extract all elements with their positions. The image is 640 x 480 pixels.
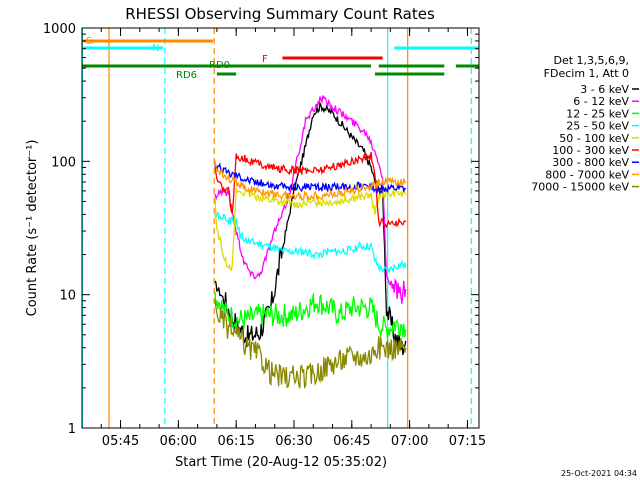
status-label-rd6: RD6 xyxy=(176,70,197,81)
series-line-2 xyxy=(214,291,407,340)
y-tick-label-3: 1000 xyxy=(43,22,76,37)
legend-entry-1: 6 - 12 keV xyxy=(573,95,629,108)
chart-title: RHESSI Observing Summary Count Rates xyxy=(125,5,435,23)
legend-entry-6: 300 - 800 keV xyxy=(552,156,629,169)
y-axis-ticks: 1 10 100 1000 xyxy=(43,22,479,437)
x-tick-label-1: 06:00 xyxy=(160,434,197,449)
series-line-8 xyxy=(214,299,407,390)
plot-frame xyxy=(81,27,480,429)
status-label-f: F xyxy=(262,54,268,65)
legend-entry-2: 12 - 25 keV xyxy=(566,107,629,120)
legend-entry-5: 100 - 300 keV xyxy=(552,144,629,157)
legend-entry-0: 3 - 6 keV xyxy=(580,83,629,96)
status-label-rd0: RD0 xyxy=(209,60,230,71)
status-label-s: S xyxy=(86,36,92,47)
series-line-5 xyxy=(214,151,407,229)
status-label-n: N xyxy=(152,43,159,54)
legend-entry-7: 800 - 7000 keV xyxy=(545,168,629,181)
y-axis-label: Count Rate (s⁻¹ detector⁻¹) xyxy=(25,140,40,317)
series-line-7 xyxy=(214,160,407,202)
legend: Det 1,3,5,6,9, FDecim 1, Att 0 3 - 6 keV… xyxy=(531,54,639,194)
generation-timestamp: 25-Oct-2021 04:34 xyxy=(561,469,637,478)
series-line-6 xyxy=(214,162,407,196)
x-tick-label-6: 07:15 xyxy=(449,434,486,449)
legend-header-1: Det 1,3,5,6,9, xyxy=(553,54,629,67)
series-line-0 xyxy=(214,101,407,356)
x-tick-label-3: 06:30 xyxy=(275,434,312,449)
y-tick-label-0: 1 xyxy=(68,422,76,437)
legend-entry-8: 7000 - 15000 keV xyxy=(531,181,629,194)
x-tick-label-4: 06:45 xyxy=(333,434,370,449)
legend-entry-3: 25 - 50 keV xyxy=(566,120,629,133)
x-tick-label-2: 06:15 xyxy=(217,434,254,449)
legend-entry-4: 50 - 100 keV xyxy=(559,132,629,145)
x-tick-label-0: 05:45 xyxy=(102,434,139,449)
status-bars xyxy=(82,39,479,76)
y-tick-label-1: 10 xyxy=(59,289,76,304)
x-axis-label: Start Time (20-Aug-12 05:35:02) xyxy=(175,455,387,470)
x-tick-label-5: 07:00 xyxy=(391,434,428,449)
x-axis-ticks: 05:45 06:00 06:15 06:30 06:45 07:00 07:15 xyxy=(100,28,486,449)
series-lines xyxy=(214,95,407,390)
status-bar-labels: S N F RD0 RD6 xyxy=(86,36,268,81)
series-line-3 xyxy=(214,211,407,274)
legend-header-2: FDecim 1, Att 0 xyxy=(544,67,629,80)
y-tick-label-2: 100 xyxy=(51,155,76,170)
series-line-1 xyxy=(214,95,407,304)
